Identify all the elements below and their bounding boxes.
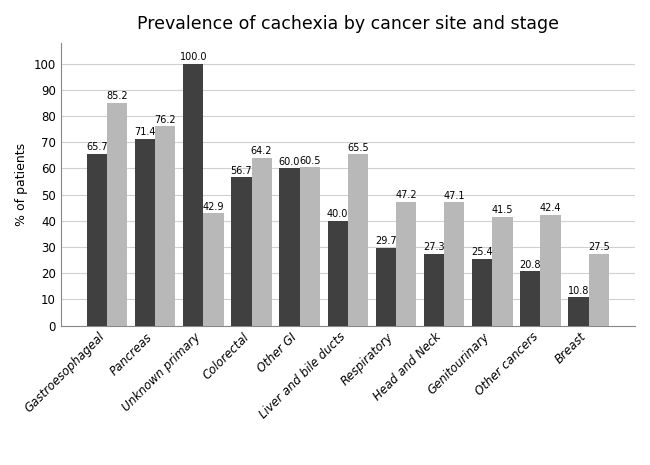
- Text: 60.0: 60.0: [279, 157, 300, 167]
- Text: 76.2: 76.2: [155, 114, 176, 125]
- Bar: [569, 297, 589, 325]
- Text: 42.4: 42.4: [540, 203, 562, 213]
- Bar: [541, 214, 561, 326]
- Bar: [376, 248, 396, 326]
- Title: Prevalence of cachexia by cancer site and stage: Prevalence of cachexia by cancer site an…: [137, 15, 559, 33]
- Bar: [328, 221, 348, 326]
- Text: 64.2: 64.2: [251, 146, 272, 156]
- Text: 42.9: 42.9: [203, 202, 224, 212]
- Text: 29.7: 29.7: [375, 236, 396, 246]
- Text: 27.3: 27.3: [423, 242, 445, 252]
- Y-axis label: % of patients: % of patients: [15, 143, 28, 226]
- Text: 25.4: 25.4: [471, 247, 493, 258]
- Text: 41.5: 41.5: [491, 206, 514, 215]
- Text: 65.7: 65.7: [86, 142, 108, 152]
- Bar: [107, 103, 127, 326]
- Bar: [444, 202, 464, 326]
- Bar: [492, 217, 513, 326]
- Bar: [231, 177, 252, 326]
- Bar: [472, 259, 492, 325]
- Text: 40.0: 40.0: [327, 209, 348, 219]
- Bar: [520, 271, 541, 325]
- Bar: [396, 202, 416, 326]
- Text: 85.2: 85.2: [107, 91, 128, 101]
- Text: 10.8: 10.8: [568, 286, 590, 296]
- Text: 56.7: 56.7: [231, 166, 252, 176]
- Bar: [183, 64, 203, 325]
- Bar: [348, 154, 368, 326]
- Text: 27.5: 27.5: [588, 242, 610, 252]
- Bar: [86, 153, 107, 326]
- Bar: [155, 126, 176, 326]
- Bar: [280, 168, 300, 326]
- Text: 100.0: 100.0: [179, 52, 207, 62]
- Text: 47.2: 47.2: [395, 191, 417, 200]
- Text: 20.8: 20.8: [519, 259, 541, 270]
- Bar: [203, 213, 224, 326]
- Text: 65.5: 65.5: [347, 143, 369, 153]
- Bar: [135, 139, 155, 326]
- Bar: [424, 254, 444, 326]
- Bar: [252, 158, 272, 326]
- Text: 47.1: 47.1: [443, 191, 465, 201]
- Bar: [300, 167, 320, 326]
- Text: 71.4: 71.4: [135, 127, 156, 137]
- Text: 60.5: 60.5: [299, 156, 320, 166]
- Bar: [589, 253, 609, 326]
